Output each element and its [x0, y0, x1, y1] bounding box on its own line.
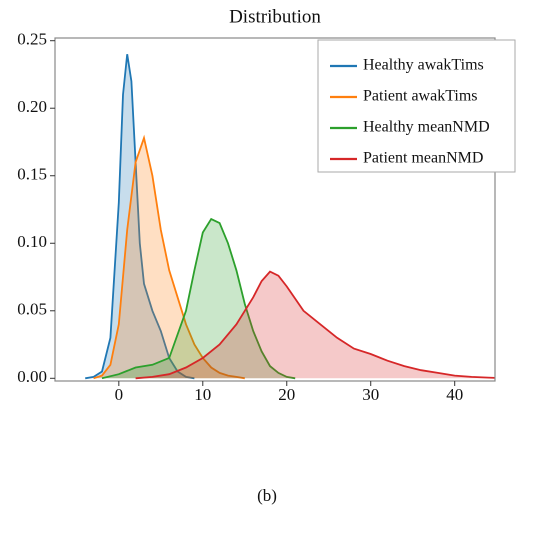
- density-line: [93, 134, 245, 380]
- chart-title: Distribution: [229, 6, 321, 27]
- density-line: [101, 217, 296, 380]
- density-fill: [135, 271, 495, 379]
- x-tick-label: 0: [115, 385, 124, 404]
- legend-label: Healthy awakTims: [363, 57, 484, 74]
- plot-frame: [54, 37, 496, 382]
- legend-box: [317, 39, 516, 173]
- x-tick-label: 30: [362, 385, 379, 404]
- density-fill: [102, 219, 296, 379]
- x-tick-label: 20: [278, 385, 295, 404]
- caption: (b): [257, 486, 277, 505]
- x-tick-label: 10: [194, 385, 211, 404]
- y-tick-label: 0.10: [17, 232, 47, 251]
- density-fill: [85, 54, 195, 379]
- y-tick-label: 0.15: [17, 165, 47, 184]
- y-tick-label: 0.20: [17, 97, 47, 116]
- x-tick-label: 40: [446, 385, 463, 404]
- y-tick-label: 0.00: [17, 367, 47, 386]
- y-tick-label: 0.25: [17, 30, 47, 49]
- legend-label: Patient meanNMD: [363, 150, 483, 167]
- density-line: [135, 270, 495, 380]
- legend-label: Patient awakTims: [363, 88, 478, 105]
- y-tick-label: 0.05: [17, 300, 47, 319]
- legend-label: Healthy meanNMD: [363, 119, 490, 136]
